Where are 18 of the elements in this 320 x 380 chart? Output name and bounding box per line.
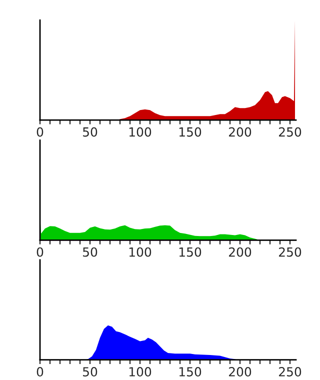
x-tick-label: 200 <box>228 127 252 137</box>
x-tick-label: 100 <box>129 127 152 137</box>
x-tick-label: 0 <box>36 247 44 257</box>
x-tick-label: 100 <box>129 247 152 257</box>
x-tick-label: 50 <box>83 127 98 137</box>
x-tick-label: 250 <box>278 367 302 376</box>
x-tick-label: 50 <box>83 247 98 257</box>
x-tick-label: 250 <box>278 247 302 257</box>
x-tick-label: 100 <box>129 367 152 376</box>
x-tick-label: 200 <box>228 367 252 376</box>
x-tick-label: 150 <box>179 367 202 376</box>
x-tick-label: 150 <box>179 127 202 137</box>
x-tick-label: 50 <box>83 367 98 376</box>
x-tick-label: 0 <box>36 127 44 137</box>
x-tick-label: 150 <box>179 247 202 257</box>
x-tick-label: 250 <box>278 127 302 137</box>
x-tick-label: 200 <box>228 247 252 257</box>
x-tick-label: 0 <box>36 367 44 376</box>
